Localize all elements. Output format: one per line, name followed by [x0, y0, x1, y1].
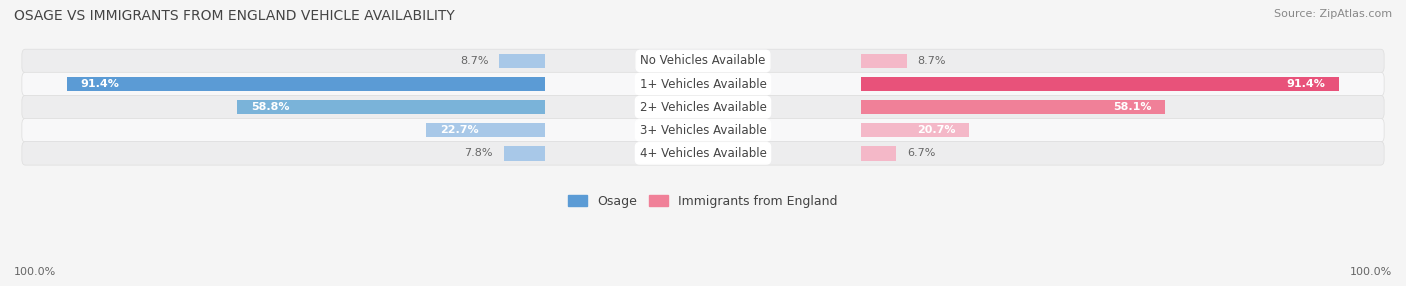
Text: 8.7%: 8.7% — [918, 56, 946, 66]
Text: 1+ Vehicles Available: 1+ Vehicles Available — [640, 78, 766, 91]
Text: 6.7%: 6.7% — [907, 148, 935, 158]
Bar — [862, 54, 907, 68]
Text: 4+ Vehicles Available: 4+ Vehicles Available — [640, 147, 766, 160]
Text: 100.0%: 100.0% — [1350, 267, 1392, 277]
Text: 8.7%: 8.7% — [460, 56, 488, 66]
FancyBboxPatch shape — [22, 96, 1384, 119]
Bar — [862, 146, 896, 160]
Legend: Osage, Immigrants from England: Osage, Immigrants from England — [564, 190, 842, 213]
FancyBboxPatch shape — [22, 142, 1384, 165]
Text: OSAGE VS IMMIGRANTS FROM ENGLAND VEHICLE AVAILABILITY: OSAGE VS IMMIGRANTS FROM ENGLAND VEHICLE… — [14, 9, 454, 23]
Text: 100.0%: 100.0% — [14, 267, 56, 277]
Text: No Vehicles Available: No Vehicles Available — [640, 54, 766, 67]
Text: Source: ZipAtlas.com: Source: ZipAtlas.com — [1274, 9, 1392, 19]
FancyBboxPatch shape — [22, 49, 1384, 73]
Text: 91.4%: 91.4% — [1286, 79, 1326, 89]
Bar — [499, 54, 544, 68]
FancyBboxPatch shape — [22, 118, 1384, 142]
Text: 7.8%: 7.8% — [464, 148, 494, 158]
Text: 20.7%: 20.7% — [917, 125, 956, 135]
Text: 91.4%: 91.4% — [80, 79, 120, 89]
FancyBboxPatch shape — [22, 72, 1384, 96]
Bar — [862, 100, 1166, 114]
Bar — [238, 100, 544, 114]
Text: 22.7%: 22.7% — [440, 125, 478, 135]
Bar — [862, 77, 1339, 91]
Bar — [503, 146, 544, 160]
Bar — [426, 123, 544, 137]
Bar — [67, 77, 544, 91]
Text: 58.8%: 58.8% — [252, 102, 290, 112]
Text: 2+ Vehicles Available: 2+ Vehicles Available — [640, 101, 766, 114]
Text: 58.1%: 58.1% — [1112, 102, 1152, 112]
Bar — [862, 123, 970, 137]
Text: 3+ Vehicles Available: 3+ Vehicles Available — [640, 124, 766, 137]
